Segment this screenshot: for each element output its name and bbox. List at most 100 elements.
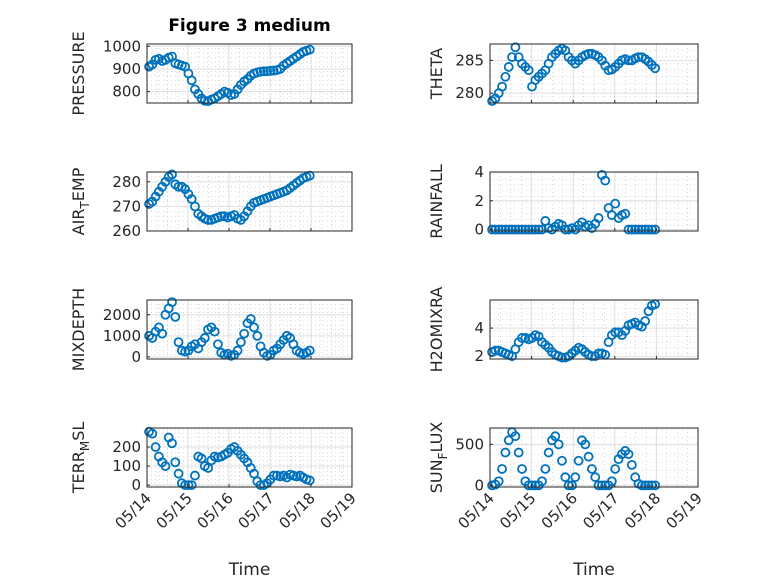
data-point	[167, 169, 177, 180]
axes-frame	[489, 299, 699, 360]
y-axis-label: MIXDEPTH	[69, 288, 88, 371]
data-point	[497, 224, 507, 235]
data-point	[640, 480, 651, 491]
y-tick-label: 270	[112, 197, 141, 215]
data-point	[606, 476, 617, 487]
plot-area	[490, 172, 698, 231]
axes-frame	[146, 299, 353, 360]
data-point	[550, 431, 561, 442]
data-point	[623, 449, 634, 460]
axes-frame	[146, 171, 353, 232]
data-point	[180, 480, 191, 490]
data-point	[517, 224, 527, 235]
x-tick-label: 05/17	[235, 489, 278, 532]
y-tick-label: 0	[474, 476, 484, 494]
x-tick-label: 05/15	[153, 489, 196, 532]
data-point	[590, 472, 601, 483]
subplot-2: 280 285 THETA	[427, 42, 699, 106]
data-point	[557, 352, 567, 363]
data-point	[567, 480, 577, 491]
y-tick-label: 200	[112, 438, 141, 456]
data-point	[600, 175, 611, 186]
data-point	[147, 428, 158, 439]
y-axis-label: PRESSURE	[69, 31, 88, 115]
subplot-6: 2 4 H2OMIXRA	[427, 287, 699, 373]
data-point	[510, 42, 521, 53]
data-point	[650, 63, 661, 74]
axes-frame	[489, 171, 699, 232]
y-axis-label: H2OMIXRA	[427, 287, 446, 373]
data-point	[610, 464, 621, 474]
data-point	[626, 224, 637, 235]
data-point	[560, 224, 571, 235]
data-point	[183, 480, 194, 490]
data-point	[199, 333, 210, 343]
data-point	[190, 470, 200, 481]
data-point	[170, 457, 181, 468]
data-point	[493, 224, 504, 235]
x-tick-label: 05/18	[621, 489, 664, 532]
y-tick-label: 500	[455, 435, 484, 453]
x-tick-label: 05/15	[496, 489, 539, 532]
data-point	[186, 75, 197, 86]
subplot-8: 0 500 SUNFLUX05/1405/1505/1605/1705/1805/1…	[427, 422, 706, 580]
data-point	[304, 44, 315, 55]
data-point	[646, 480, 657, 491]
data-point	[623, 224, 634, 235]
data-point	[157, 328, 168, 339]
data-point	[487, 224, 497, 235]
data-point	[633, 224, 644, 235]
x-axis-label: Time	[572, 560, 615, 580]
y-axis-label: THETA	[427, 48, 446, 100]
axes-frame	[489, 427, 699, 488]
data-point	[255, 480, 266, 490]
data-point	[173, 468, 184, 479]
data-point	[640, 224, 651, 235]
data-point	[643, 224, 654, 235]
data-point	[268, 470, 279, 481]
data-point	[304, 475, 315, 486]
data-point	[170, 311, 181, 322]
data-point	[252, 330, 263, 341]
data-point	[160, 461, 171, 471]
subplot-1: 800 900 1000 PRESSURE Figure 3 medium	[69, 16, 353, 116]
y-tick-label: 285	[455, 51, 484, 69]
x-tick-label: 05/19	[317, 489, 360, 532]
data-point	[517, 333, 527, 343]
data-point	[553, 439, 564, 450]
y-axis-label: SUNFLUX	[427, 422, 450, 494]
data-point	[173, 337, 184, 348]
data-point	[570, 472, 581, 483]
data-point	[537, 476, 547, 487]
data-point	[507, 224, 517, 235]
data-point	[245, 314, 256, 324]
data-point	[587, 464, 597, 474]
y-tick-label: 260	[112, 222, 141, 240]
data-point	[540, 464, 551, 474]
y-axis-label: TERRMSL	[69, 422, 92, 495]
data-point	[533, 224, 544, 235]
data-point	[150, 442, 161, 452]
data-point	[507, 52, 517, 63]
data-point	[304, 345, 315, 356]
data-point	[580, 439, 591, 450]
y-tick-label: 800	[112, 83, 141, 101]
data-point	[503, 62, 514, 72]
y-tick-label: 0	[474, 221, 484, 239]
data-point	[520, 224, 531, 235]
y-tick-label: 280	[455, 84, 484, 102]
data-point	[640, 316, 651, 326]
data-point	[167, 297, 177, 308]
data-point	[620, 208, 631, 219]
data-point	[497, 464, 507, 474]
y-tick-label: 2	[474, 192, 484, 210]
x-tick-label: 05/14	[455, 489, 498, 532]
data-point	[517, 464, 527, 474]
data-point	[497, 81, 507, 92]
data-point	[573, 455, 584, 466]
y-tick-label: 1000	[103, 37, 141, 55]
data-point	[513, 447, 524, 458]
axes-frame	[489, 43, 699, 104]
